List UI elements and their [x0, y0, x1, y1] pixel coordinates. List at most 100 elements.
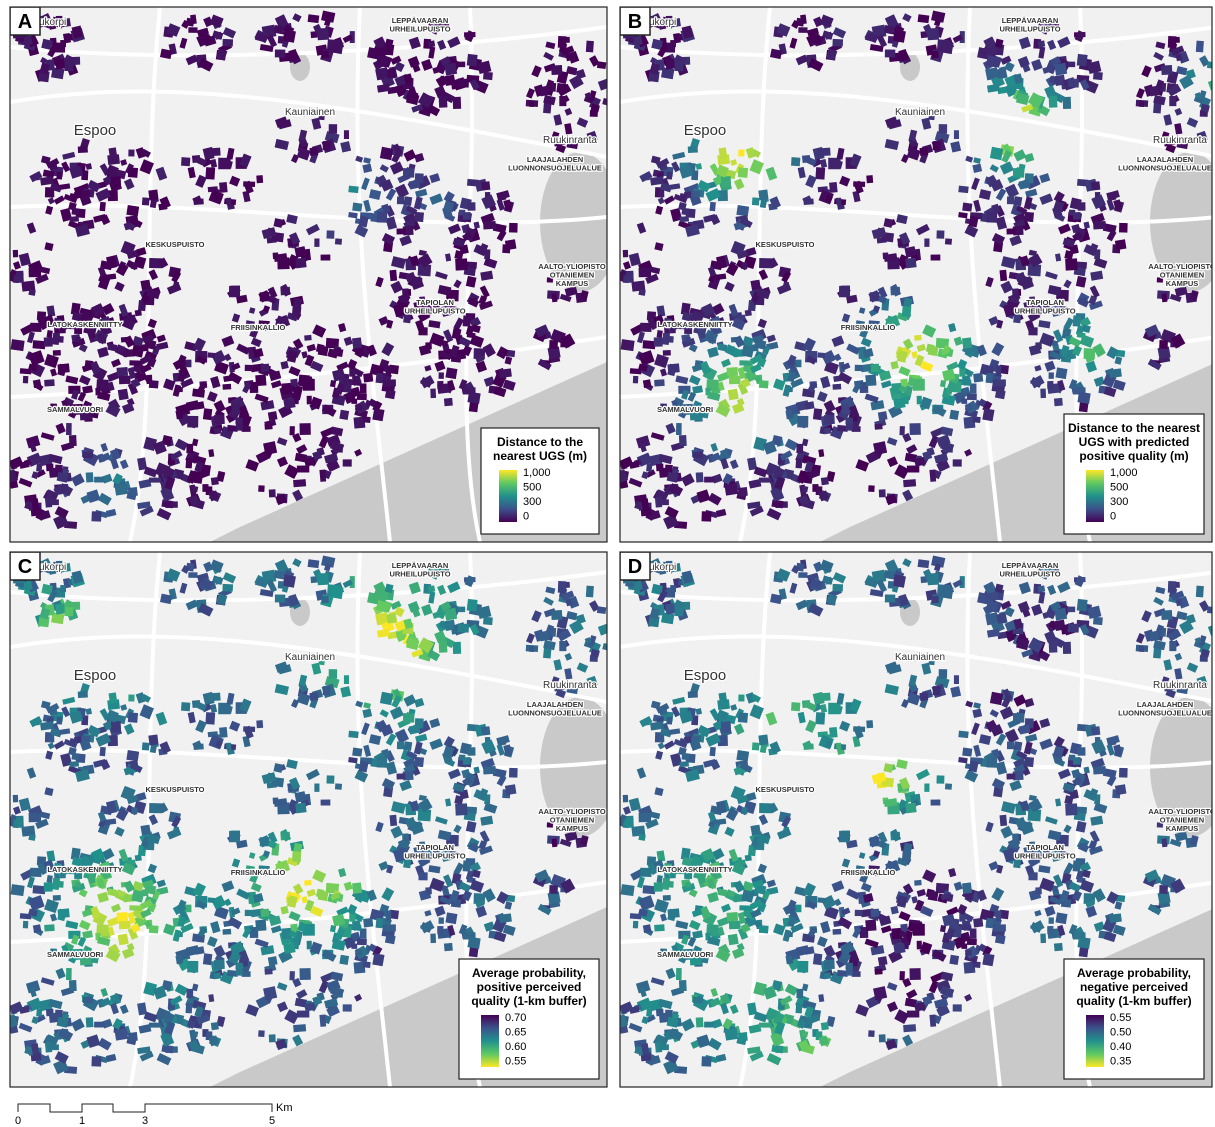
- legend-colorbar: [1086, 1015, 1104, 1067]
- city-block: [403, 713, 414, 722]
- city-block: [797, 961, 808, 973]
- city-block: [945, 783, 952, 789]
- city-block: [339, 410, 349, 420]
- city-block: [1040, 389, 1046, 399]
- city-block: [962, 337, 972, 348]
- city-block: [91, 1056, 101, 1066]
- city-block: [953, 459, 962, 466]
- city-block: [962, 203, 972, 212]
- city-block: [815, 167, 825, 179]
- city-block: [329, 124, 338, 134]
- city-block: [278, 581, 284, 589]
- city-block: [796, 1003, 803, 1013]
- city-block: [817, 897, 825, 903]
- city-block: [821, 1022, 829, 1030]
- city-block: [728, 934, 739, 946]
- city-block: [129, 360, 142, 366]
- city-block: [403, 741, 412, 751]
- city-block: [846, 969, 853, 976]
- city-block: [126, 205, 139, 216]
- city-block: [372, 408, 384, 421]
- city-block: [1063, 642, 1071, 654]
- city-block: [1065, 803, 1077, 815]
- city-block: [319, 469, 326, 481]
- city-block: [131, 262, 138, 269]
- city-block: [397, 742, 404, 750]
- city-block: [680, 216, 689, 222]
- city-block: [874, 424, 882, 430]
- city-block: [245, 365, 253, 371]
- city-block: [679, 193, 686, 200]
- city-block: [86, 1017, 94, 1027]
- city-block: [1065, 258, 1077, 270]
- city-block: [662, 878, 670, 890]
- city-block: [870, 909, 879, 917]
- place-label: URHEILUPUISTO: [1014, 852, 1075, 861]
- city-block: [741, 262, 748, 269]
- city-block: [499, 368, 512, 378]
- city-block: [1091, 181, 1100, 190]
- city-block: [72, 208, 80, 215]
- city-block: [852, 971, 861, 977]
- city-block: [299, 968, 310, 980]
- city-block: [870, 837, 880, 846]
- city-block: [828, 703, 840, 715]
- city-block: [30, 868, 42, 877]
- city-block: [75, 882, 81, 888]
- city-block: [874, 969, 882, 975]
- place-label: KAMPUS: [556, 824, 589, 833]
- city-block: [437, 926, 443, 934]
- place-label: Ruukinranta: [1153, 135, 1207, 146]
- city-block: [13, 250, 18, 258]
- city-block: [825, 32, 832, 40]
- city-block: [758, 734, 768, 745]
- city-block: [797, 416, 808, 428]
- city-block: [724, 483, 738, 496]
- figure: MiilukorpiLEPPÄVAARANURHEILUPUISTOKaunia…: [0, 0, 1215, 1127]
- city-block: [181, 157, 190, 166]
- city-block: [268, 411, 278, 420]
- city-block: [817, 352, 825, 358]
- city-block: [724, 1028, 738, 1041]
- city-block: [207, 897, 215, 903]
- scale-label: 0: [15, 1115, 21, 1127]
- city-block: [721, 721, 731, 733]
- city-block: [1028, 327, 1037, 335]
- city-block: [86, 163, 92, 170]
- city-block: [1078, 202, 1086, 210]
- city-block: [1024, 757, 1034, 767]
- city-block: [260, 837, 270, 846]
- city-block: [293, 479, 306, 487]
- city-block: [283, 942, 295, 954]
- city-block: [86, 708, 92, 715]
- city-block: [44, 379, 55, 386]
- city-block: [481, 726, 490, 735]
- city-block: [646, 1008, 652, 1017]
- city-block: [659, 190, 664, 197]
- city-block: [796, 458, 803, 468]
- city-block: [696, 163, 702, 170]
- city-block: [928, 345, 939, 356]
- city-block: [295, 803, 306, 814]
- city-block: [817, 148, 830, 157]
- city-block: [403, 196, 412, 206]
- place-label: LUONNONSUOJELUALUE: [508, 709, 602, 718]
- city-block: [308, 14, 320, 23]
- city-block: [188, 27, 197, 33]
- city-block: [372, 953, 384, 966]
- legend-title: Average probability,: [472, 966, 586, 980]
- legend-title: Distance to the: [497, 435, 583, 449]
- city-block: [1024, 212, 1034, 222]
- city-block: [721, 176, 731, 188]
- scale-unit: Km: [276, 1102, 293, 1114]
- city-block: [222, 584, 233, 592]
- city-block: [924, 239, 929, 247]
- city-block: [352, 337, 362, 348]
- city-block: [457, 607, 465, 613]
- city-block: [888, 581, 894, 589]
- city-block: [907, 1011, 919, 1018]
- city-block: [109, 147, 118, 158]
- place-label: KESKUSPUISTO: [145, 240, 204, 249]
- city-block: [1115, 784, 1127, 795]
- city-block: [836, 198, 841, 205]
